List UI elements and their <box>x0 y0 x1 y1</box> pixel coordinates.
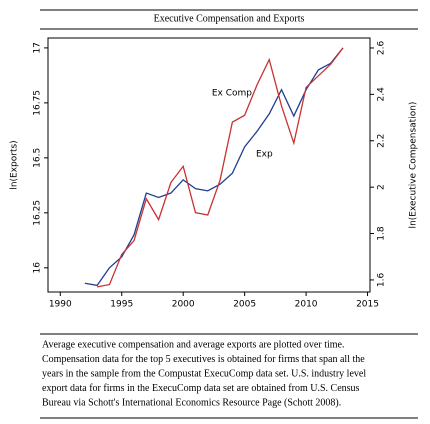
y2-axis-label: ln(Executive Compensation) <box>409 102 419 229</box>
caption-line: Compensation data for the top 5 executiv… <box>42 354 365 365</box>
series-line <box>97 47 344 288</box>
y-tick-label: 16.75 <box>33 90 43 116</box>
y2-tick-label: 2 <box>377 184 387 190</box>
y-tick-label: 16.5 <box>33 148 43 168</box>
y-tick-label: 17 <box>33 42 43 53</box>
caption-line: Bureau via Schott's International Econom… <box>42 397 341 408</box>
x-tick-label: 1995 <box>110 300 133 310</box>
series-label: Ex Comp <box>212 89 252 99</box>
caption-line: export data for firms in the ExecuComp d… <box>42 383 360 394</box>
series-line <box>84 47 344 287</box>
x-tick-label: 2015 <box>356 300 379 310</box>
x-tick-label: 2000 <box>172 300 195 310</box>
x-tick-label: 2010 <box>295 300 318 310</box>
plot-frame <box>47 37 371 293</box>
caption-line: Average executive compensation and avera… <box>42 339 344 350</box>
y2-tick-label: 2.6 <box>377 41 387 56</box>
x-tick-label: 1990 <box>49 300 72 310</box>
caption-line: years in the sample from the Compustat E… <box>42 368 366 379</box>
y-axis-label: ln(Exports) <box>10 140 20 189</box>
y-tick-label: 16 <box>33 262 43 274</box>
x-tick-label: 2005 <box>233 300 256 310</box>
y2-tick-label: 2.4 <box>377 87 387 102</box>
series-label: Exp <box>256 150 273 160</box>
y-tick-label: 16.25 <box>33 200 43 226</box>
y2-tick-label: 1.8 <box>377 226 387 241</box>
y2-tick-label: 1.6 <box>377 273 387 288</box>
chart-title: Executive Compensation and Exports <box>154 13 305 24</box>
y2-tick-label: 2.2 <box>377 134 387 148</box>
